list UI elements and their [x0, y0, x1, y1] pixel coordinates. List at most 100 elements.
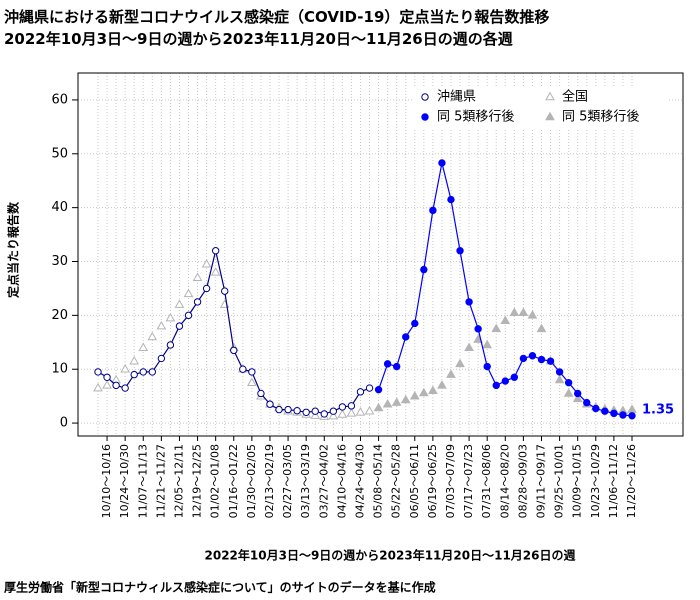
- data-point: [528, 352, 537, 360]
- data-point: [239, 365, 247, 373]
- chart-title: 沖縄県における新型コロナウイルス感染症（COVID-19）定点当たり報告数推移: [4, 8, 549, 26]
- data-point: [409, 390, 420, 400]
- data-point: [248, 368, 256, 376]
- x-tick-label: 03/13～03/19: [299, 444, 312, 518]
- data-point: [555, 368, 564, 376]
- data-point: [93, 382, 103, 392]
- data-point: [156, 320, 167, 330]
- data-point: [627, 404, 637, 413]
- data-point: [257, 389, 265, 398]
- source-note: 厚生労働省「新型コロナウィルス感染症について」のサイトのデータを基に作成: [4, 580, 436, 595]
- data-point: [610, 409, 618, 418]
- data-point: [411, 319, 419, 328]
- data-point: [166, 341, 175, 349]
- data-point: [465, 298, 473, 306]
- x-tick-label: 10/24～10/30: [118, 444, 131, 518]
- data-point: [537, 355, 546, 364]
- data-point: [474, 325, 482, 333]
- data-point: [174, 299, 185, 308]
- data-point: [546, 357, 555, 365]
- data-point: [165, 312, 176, 322]
- data-point: [402, 333, 410, 341]
- data-point: [230, 346, 238, 355]
- data-point: [347, 402, 356, 410]
- x-tick-label: 08/28～09/03: [516, 444, 529, 518]
- x-tick-label: 11/07～11/13: [136, 444, 149, 518]
- data-point: [518, 307, 529, 316]
- data-point: [183, 288, 194, 298]
- data-point: [429, 206, 437, 215]
- x-tick-label: 07/03～07/09: [444, 444, 457, 518]
- plot-frame: [77, 72, 684, 437]
- data-point: [130, 370, 138, 379]
- legend-marker: [545, 111, 555, 121]
- data-point: [437, 380, 447, 389]
- data-point: [482, 339, 493, 349]
- data-point: [510, 373, 519, 381]
- data-point: [302, 408, 310, 417]
- data-point: [221, 287, 229, 295]
- data-point: [102, 380, 112, 389]
- x-tick-label: 01/16～01/22: [227, 444, 240, 518]
- x-tick-label: 10/09～10/15: [571, 444, 584, 518]
- data-point: [120, 364, 131, 373]
- x-tick-label: 03/27～04/02: [317, 444, 330, 518]
- x-tick-label: 07/17～07/23: [462, 444, 475, 518]
- data-point: [193, 298, 202, 306]
- data-point: [284, 405, 292, 414]
- y-tick-label: 10: [51, 362, 68, 377]
- series-line: [97, 250, 370, 415]
- x-tick-label: 01/30～02/05: [245, 444, 258, 518]
- data-point: [536, 323, 547, 333]
- data-point: [554, 374, 565, 384]
- y-tick-label: 50: [51, 146, 68, 161]
- data-point: [420, 265, 428, 274]
- data-point: [139, 368, 147, 376]
- data-point: [438, 159, 446, 167]
- data-point: [356, 388, 365, 396]
- data-point: [374, 385, 383, 394]
- x-tick-label: 06/19～06/25: [426, 444, 439, 518]
- data-point: [391, 397, 402, 406]
- data-point: [383, 360, 392, 368]
- legend-label: 同 5類移行後: [562, 110, 639, 125]
- x-tick-label: 01/02～01/08: [209, 444, 222, 518]
- x-tick-label: 11/06～11/12: [607, 444, 620, 518]
- data-point: [94, 368, 102, 376]
- legend-marker: [421, 113, 429, 121]
- y-tick-label: 30: [51, 254, 68, 269]
- data-point: [328, 410, 339, 420]
- data-point: [418, 387, 429, 397]
- end-label: 1.35: [642, 402, 674, 417]
- data-point: [184, 311, 193, 320]
- data-point: [583, 398, 591, 407]
- data-point: [247, 377, 257, 386]
- x-tick-label: 05/22～05/28: [390, 444, 403, 518]
- legend-marker: [545, 91, 555, 101]
- legend-marker: [421, 93, 429, 101]
- data-point: [355, 407, 366, 416]
- y-tick-label: 40: [51, 200, 68, 215]
- x-tick-label: 12/05～12/11: [172, 444, 185, 518]
- data-point: [572, 393, 583, 403]
- data-point: [573, 389, 582, 398]
- data-point: [491, 323, 502, 333]
- data-point: [492, 381, 500, 390]
- x-tick-label: 04/10～04/16: [335, 444, 348, 518]
- data-point: [447, 195, 455, 204]
- data-point: [211, 247, 220, 255]
- x-tick-label: 10/10～10/16: [100, 444, 113, 518]
- data-point: [364, 406, 375, 415]
- x-tick-label: 10/23～10/29: [589, 444, 602, 518]
- x-tick-label: 12/19～12/25: [191, 444, 204, 518]
- data-point: [527, 310, 538, 319]
- data-point: [346, 408, 357, 417]
- data-point: [148, 368, 157, 376]
- data-point: [337, 409, 348, 418]
- x-tick-label: 04/24～04/30: [353, 444, 366, 518]
- x-tick-label: 05/08～05/14: [372, 444, 385, 518]
- data-point: [392, 362, 401, 371]
- data-point: [138, 342, 149, 351]
- data-point: [121, 384, 129, 392]
